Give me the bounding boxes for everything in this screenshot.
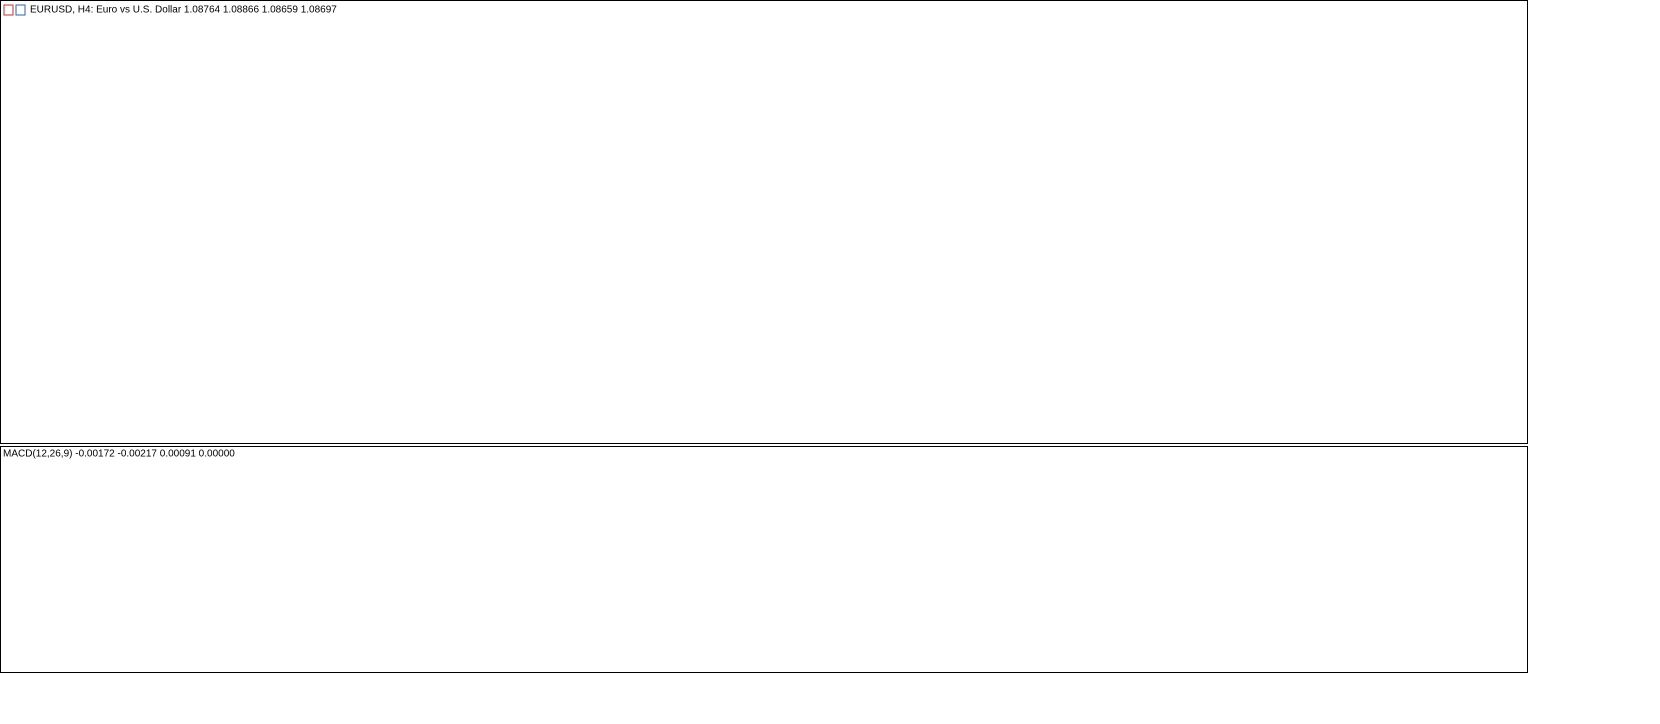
macd-panel-frame	[0, 446, 1528, 673]
price-header: EURUSD, H4: Euro vs U.S. Dollar 1.08764 …	[30, 5, 337, 16]
price-panel-frame	[0, 0, 1528, 444]
macd-header: MACD(12,26,9) -0.00172 -0.00217 0.00091 …	[3, 449, 235, 460]
timeframe-icon	[15, 4, 26, 16]
symbol-icon	[3, 4, 14, 16]
